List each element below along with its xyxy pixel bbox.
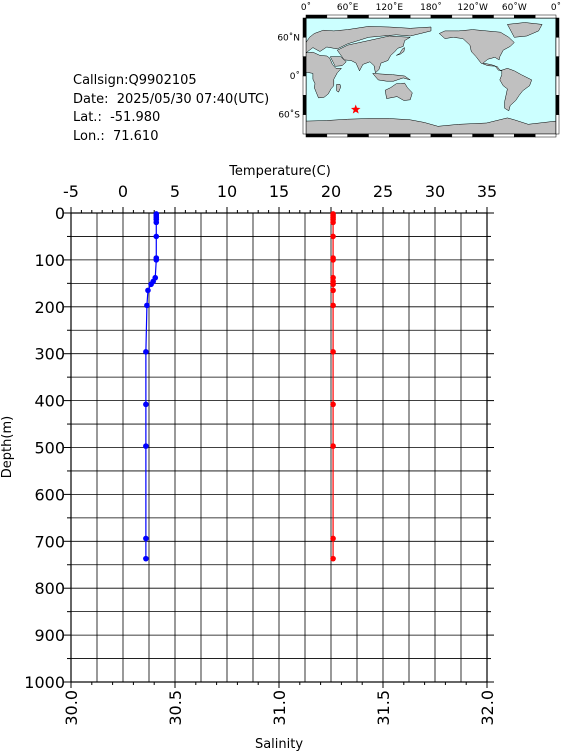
series-1-point (144, 302, 150, 309)
temperature-axis-title: Temperature(C) (228, 164, 331, 179)
map-longitude-label: 120˚E (376, 2, 404, 13)
landmass-madagascar (336, 84, 341, 93)
series-2-point (330, 349, 336, 355)
location-map: 0˚ 60˚E 120˚E 180˚ 120˚W 60˚W 0˚ 60˚N 0˚ 60˚S (277, 2, 561, 138)
depth-tick-labels: 0 100 200 300 400 500 600 700 800 900 1000 (24, 204, 65, 692)
depth-tick-label: 0 (55, 204, 65, 223)
landmass-north-america (438, 29, 515, 72)
landmass-japan (396, 47, 405, 56)
map-longitude-label: 0˚ (551, 2, 561, 13)
longitude-text: Lon.: 71.610 (73, 128, 159, 144)
map-latitude-labels: 60˚N 0˚ 60˚S (277, 32, 300, 120)
salinity-tick-label: 31.0 (270, 690, 289, 726)
profile-info: Callsign:Q9902105 Date: 2025/05/30 07:40… (73, 72, 269, 146)
depth-tick-label: 700 (34, 532, 65, 551)
series-1-point (143, 555, 149, 562)
series-2-point (330, 219, 336, 226)
map-frame-segment (534, 133, 557, 138)
salinity-tick-label: 31.5 (374, 690, 393, 726)
map-latitude-label: 60˚S (278, 110, 300, 121)
temperature-tick-label: 0 (118, 182, 128, 201)
depth-tick-label: 900 (34, 626, 65, 645)
landmass-australia (384, 82, 413, 101)
series-2-point (330, 401, 336, 408)
series-1-point (153, 257, 160, 263)
temperature-tick-label: -5 (63, 182, 79, 201)
series-1-point (153, 233, 160, 240)
series-2-point (330, 287, 336, 294)
axis-ticks (64, 207, 494, 688)
temperature-tick-label: 30 (425, 182, 445, 201)
series-2-point (330, 233, 336, 240)
series-1-point (143, 443, 149, 449)
map-latitude-label: 60˚N (277, 32, 300, 43)
landmass-africa (305, 51, 342, 99)
map-longitude-label: 60˚E (337, 2, 359, 13)
map-longitude-label: 180˚ (420, 2, 442, 13)
salinity-tick-label: 30.5 (166, 690, 185, 726)
map-frame-segment (302, 114, 307, 135)
float-location-star-icon (350, 104, 361, 114)
salinity-axis-title: Salinity (255, 737, 303, 751)
date-text: Date: 2025/05/30 07:40(UTC) (73, 91, 270, 107)
landmass-asia-south (336, 35, 412, 74)
series-2-point (330, 443, 336, 449)
series-2-point (330, 302, 336, 309)
landmass-eurasia-africa (305, 26, 432, 54)
map-longitude-labels: 0˚ 60˚E 120˚E 180˚ 120˚W 60˚W 0˚ (301, 2, 561, 13)
series-1-point (153, 219, 160, 226)
series-1-point (148, 281, 154, 288)
map-frame-segment (534, 14, 557, 19)
salinity-tick-label: 30.0 (62, 690, 81, 726)
series-2-point (330, 555, 336, 562)
series-2-point (330, 535, 336, 542)
depth-tick-label: 800 (34, 579, 65, 598)
chart-grid (70, 212, 488, 683)
series-2-point (330, 281, 336, 288)
depth-tick-label: 300 (34, 345, 65, 364)
profile-series (143, 211, 336, 562)
latitude-text: Lat.: -51.980 (73, 110, 161, 125)
salinity-tick-labels: 30.0 30.5 31.0 31.5 32.0 (62, 690, 497, 726)
map-frame-segment (555, 114, 560, 135)
series-2-point (330, 257, 336, 263)
map-longitude-label: 120˚W (457, 2, 488, 13)
temperature-tick-label: 5 (170, 182, 180, 201)
map-landmasses (305, 22, 557, 135)
temperature-tick-label: 15 (269, 182, 289, 201)
landmass-arabia (329, 56, 347, 67)
temperature-tick-label: 35 (477, 182, 497, 201)
landmass-south-america (499, 68, 533, 112)
temperature-tick-label: 25 (373, 182, 393, 201)
map-frame-ticks (302, 14, 560, 138)
temperature-tick-labels: -5 0 5 10 15 20 25 30 35 (63, 182, 497, 201)
map-longitude-label: 0˚ (301, 2, 311, 13)
float-marker-star (350, 104, 361, 114)
depth-tick-label: 600 (34, 485, 65, 504)
series-1-point (145, 287, 151, 294)
callsign-text: Callsign:Q9902105 (73, 73, 197, 88)
depth-tick-label: 100 (34, 251, 65, 270)
salinity-tick-label: 32.0 (478, 690, 497, 726)
temperature-tick-label: 20 (321, 182, 341, 201)
depth-tick-label: 400 (34, 392, 65, 411)
series-1-point (143, 401, 149, 408)
series-line-1 (145, 213, 157, 559)
depth-tick-label: 500 (34, 439, 65, 458)
depth-tick-label: 200 (34, 298, 65, 317)
depth-axis-title: Depth(m) (0, 416, 15, 478)
map-latitude-label: 0˚ (290, 71, 300, 82)
series-1-point (143, 535, 149, 542)
series-1-point (143, 349, 149, 355)
landmass-indonesia (372, 73, 411, 82)
landmass-greenland (507, 22, 543, 38)
map-longitude-label: 60˚W (502, 2, 527, 13)
temperature-tick-label: 10 (217, 182, 237, 201)
depth-tick-label: 1000 (24, 673, 65, 692)
